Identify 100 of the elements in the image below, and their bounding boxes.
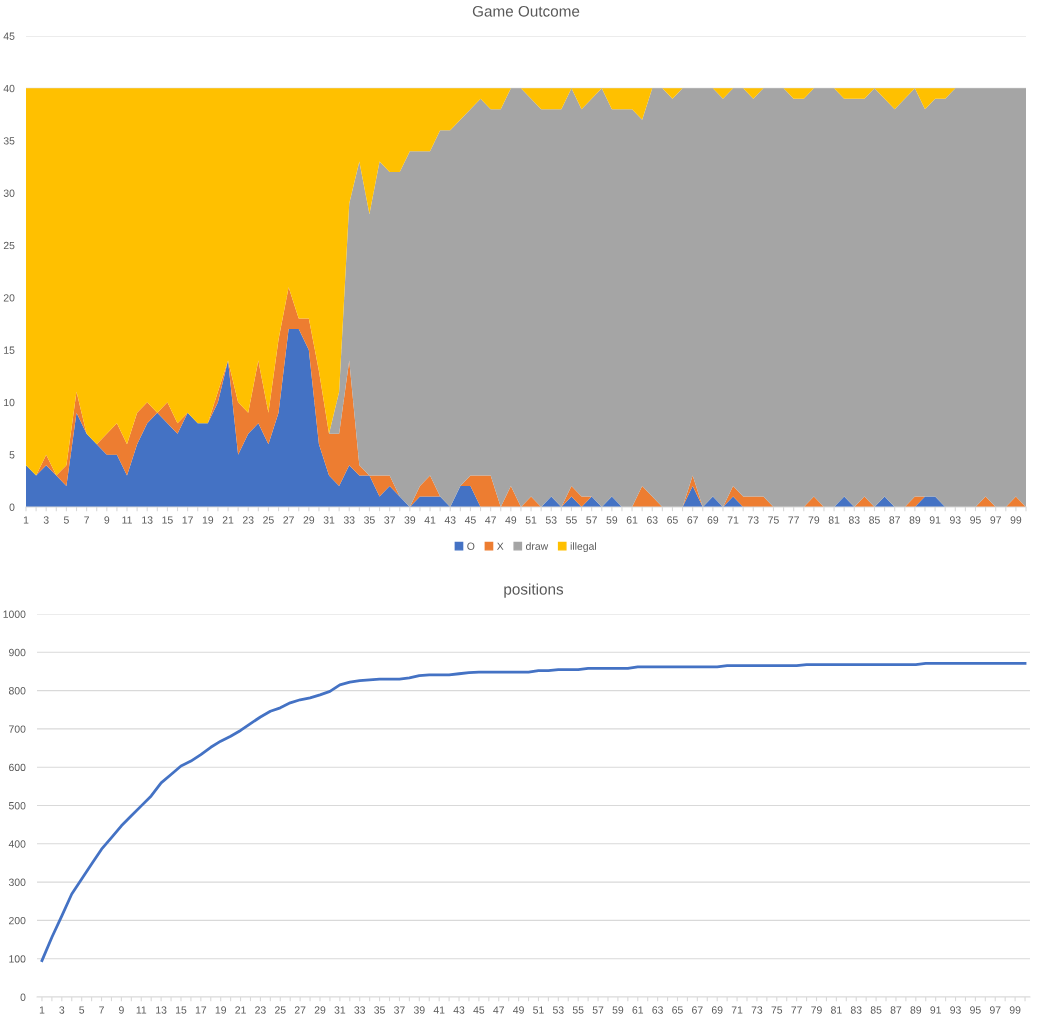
x-tick-label: 81 (831, 1006, 842, 1014)
x-tick-label: 31 (323, 516, 335, 524)
y-tick-label: 0 (9, 503, 15, 511)
x-tick-label: 11 (122, 516, 132, 524)
x-tick-label: 29 (303, 516, 315, 524)
legend-label: X (497, 542, 504, 550)
x-tick-label: 45 (464, 516, 476, 524)
x-tick-label: 41 (424, 516, 436, 524)
x-tick-label: 21 (222, 516, 234, 524)
x-tick-label: 19 (215, 1006, 227, 1014)
x-tick-label: 77 (791, 1006, 802, 1014)
y-tick-label: 500 (8, 802, 26, 810)
x-tick-label: 93 (950, 1006, 961, 1014)
x-tick-label: 73 (748, 516, 759, 524)
x-tick-label: 25 (275, 1006, 286, 1014)
x-tick-label: 95 (970, 516, 981, 524)
x-tick-label: 3 (43, 516, 49, 524)
x-tick-label: 43 (453, 1006, 465, 1014)
x-tick-label: 85 (869, 516, 880, 524)
x-tick-label: 29 (314, 1006, 326, 1014)
x-tick-label: 99 (1009, 1006, 1021, 1014)
x-tick-label: 15 (162, 516, 173, 524)
legend-label: draw (526, 542, 549, 550)
x-tick-label: 31 (334, 1006, 346, 1014)
legend-label: illegal (570, 542, 596, 552)
x-tick-label: 33 (354, 1006, 366, 1014)
x-tick-label: 89 (910, 1006, 922, 1014)
x-tick-label: 1 (39, 1006, 45, 1014)
x-tick-label: 75 (768, 516, 779, 524)
x-tick-label: 97 (990, 516, 1001, 524)
x-tick-label: 69 (711, 1006, 723, 1014)
x-tick-label: 63 (652, 1006, 663, 1014)
x-tick-label: 39 (404, 516, 416, 524)
x-tick-label: 1 (23, 516, 29, 524)
x-tick-label: 13 (142, 516, 153, 524)
x-tick-label: 49 (505, 516, 517, 524)
x-tick-label: 97 (989, 1006, 1001, 1014)
y-tick-label: 600 (9, 763, 26, 772)
x-tick-label: 9 (119, 1006, 124, 1014)
x-tick-label: 33 (343, 516, 355, 524)
x-tick-label: 79 (811, 1006, 822, 1014)
y-tick-label: 15 (4, 346, 15, 354)
x-tick-label: 57 (592, 1006, 604, 1014)
x-tick-label: 5 (63, 516, 69, 524)
x-tick-label: 35 (374, 1006, 385, 1014)
x-tick-label: 87 (890, 1006, 902, 1014)
chart-title: positions (504, 583, 564, 598)
x-tick-label: 59 (612, 1006, 624, 1014)
x-tick-label: 17 (182, 516, 193, 524)
y-tick-label: 10 (4, 398, 15, 407)
x-tick-label: 19 (202, 516, 214, 524)
y-tick-label: 100 (9, 955, 26, 963)
x-tick-label: 83 (848, 516, 860, 524)
x-tick-label: 57 (586, 516, 597, 524)
x-tick-label: 23 (255, 1006, 266, 1014)
x-tick-label: 17 (195, 1006, 207, 1014)
x-tick-label: 47 (493, 1006, 505, 1014)
x-tick-label: 71 (727, 516, 739, 524)
x-tick-label: 95 (970, 1006, 981, 1014)
x-tick-label: 35 (364, 516, 375, 524)
x-tick-label: 27 (294, 1006, 306, 1014)
x-tick-label: 41 (433, 1006, 445, 1014)
x-tick-label: 77 (788, 516, 799, 524)
x-tick-label: 55 (572, 1006, 584, 1014)
x-tick-label: 71 (731, 1006, 743, 1014)
x-tick-label: 7 (84, 516, 89, 524)
x-tick-label: 51 (525, 516, 537, 524)
x-tick-label: 27 (283, 516, 294, 524)
x-tick-label: 81 (828, 516, 840, 524)
x-tick-label: 59 (606, 516, 618, 524)
x-tick-label: 49 (513, 1006, 524, 1014)
x-tick-label: 63 (647, 516, 658, 524)
x-tick-label: 53 (545, 516, 557, 524)
legend-label: O (467, 542, 475, 550)
y-tick-label: 900 (9, 648, 26, 657)
y-tick-label: 45 (3, 32, 15, 40)
x-tick-label: 73 (751, 1006, 763, 1014)
x-tick-label: 67 (692, 1006, 703, 1014)
x-tick-label: 23 (242, 516, 254, 524)
x-tick-label: 91 (929, 516, 941, 524)
x-tick-label: 37 (384, 516, 395, 524)
x-tick-label: 47 (485, 516, 496, 524)
x-tick-label: 3 (59, 1006, 65, 1014)
x-tick-label: 69 (707, 516, 719, 524)
y-tick-label: 300 (8, 878, 26, 886)
chart-title: Game Outcome (472, 5, 580, 17)
x-tick-label: 5 (79, 1006, 85, 1014)
x-tick-label: 79 (808, 516, 820, 524)
x-tick-label: 11 (136, 1006, 147, 1014)
y-tick-label: 5 (9, 451, 15, 459)
x-tick-label: 55 (566, 516, 577, 524)
x-tick-label: 9 (104, 516, 110, 524)
y-tick-label: 20 (3, 294, 15, 302)
y-tick-label: 700 (9, 725, 26, 733)
x-tick-label: 39 (413, 1006, 425, 1014)
x-tick-label: 65 (672, 1006, 683, 1014)
y-tick-label: 400 (8, 840, 26, 848)
x-tick-label: 7 (99, 1006, 104, 1014)
x-tick-label: 85 (870, 1006, 882, 1014)
x-tick-label: 93 (949, 516, 961, 524)
